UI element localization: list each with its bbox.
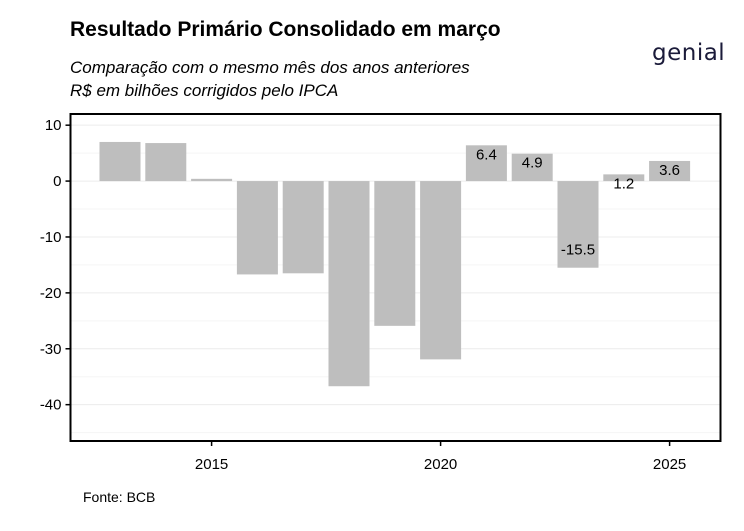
bar-2025 [649,160,691,182]
bar-2019 [374,181,416,326]
x-tick-label: 2015 [195,456,228,473]
bar-2022 [511,153,553,182]
data-label-2024: 1.2 [613,175,634,192]
subtitle-line-2: R$ em bilhões corrigidos pelo IPCA [70,81,339,100]
bar-2020 [420,181,462,360]
axes: 10 0 -10 -20 -30 -40 2015 2020 2025 [40,117,686,473]
data-label-2023: -15.5 [561,242,595,259]
data-label-2021: 6.4 [476,146,497,163]
subtitle-line-1: Comparação com o mesmo mês dos anos ante… [70,58,470,77]
bar-2014 [145,143,187,182]
y-tick-label: -20 [40,285,62,302]
bar-2023 [557,181,599,268]
bar-2016 [236,181,278,275]
y-tick-label: 0 [53,173,61,190]
genial-logo: genial [652,40,726,66]
bar-2018 [328,181,370,387]
bar-2024 [603,174,645,182]
data-labels: 6.4 4.9 -15.5 1.2 3.6 [476,146,680,258]
y-tick-label: -40 [40,397,62,414]
bar-2015 [191,178,233,182]
y-tick-label: -30 [40,341,62,358]
bar-2013 [99,141,141,182]
chart-subtitle: Comparação com o mesmo mês dos anos ante… [70,56,470,102]
bar-2017 [282,181,324,274]
data-label-2022: 4.9 [522,155,543,172]
source-note: Fonte: BCB [83,489,156,505]
x-tick-label: 2020 [424,456,457,473]
chart-title: Resultado Primário Consolidado em março [70,18,501,41]
data-label-2025: 3.6 [659,162,680,179]
bar-2021 [465,145,507,182]
plot-panel-border [69,113,722,442]
x-tick-label: 2025 [653,456,686,473]
bars [99,141,691,387]
y-tick-label: -10 [40,229,62,246]
y-tick-label: 10 [45,117,62,134]
